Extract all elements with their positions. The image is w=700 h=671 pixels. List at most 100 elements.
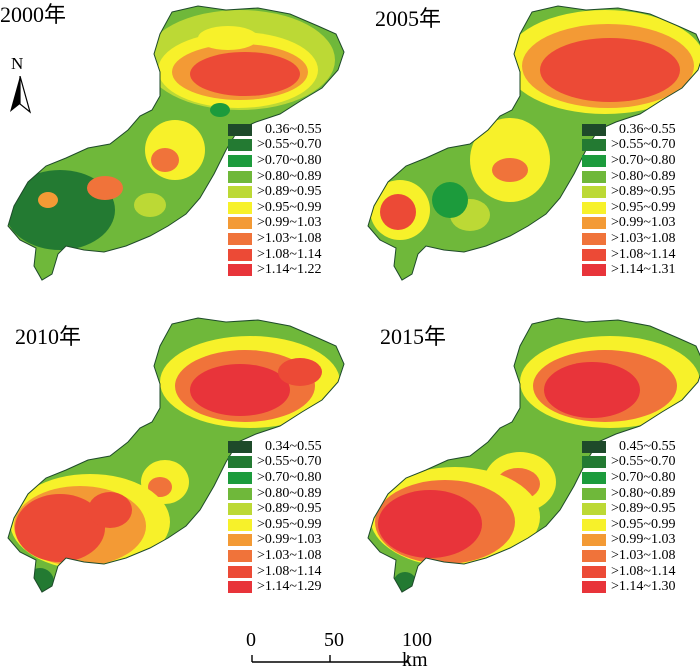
legend-swatch [228, 549, 252, 562]
legend-label: >0.80~0.89 [257, 485, 322, 501]
legend-item: >1.08~1.14 [228, 564, 322, 580]
legend-swatch [228, 123, 252, 136]
legend-swatch [582, 201, 606, 214]
legend-item: >0.80~0.89 [228, 486, 322, 502]
legend-label: >1.03~1.08 [611, 230, 676, 246]
scale-label-0: 0 [246, 629, 256, 651]
legend-swatch [228, 503, 252, 516]
legend-swatch [582, 440, 606, 453]
legend-item: >1.03~1.08 [228, 548, 322, 564]
panel-2005: 2005年 0.36~0.55 >0.55~0.70 >0.70~0.80 >0… [360, 0, 700, 320]
legend-item: >0.70~0.80 [582, 153, 676, 169]
legend-item: >1.14~1.30 [582, 579, 676, 595]
legend-label: >0.55~0.70 [257, 137, 322, 153]
legend-label: 0.45~0.55 [619, 438, 676, 454]
legend-swatch [228, 565, 252, 578]
legend-label: >0.89~0.95 [611, 184, 676, 200]
legend-label: >1.03~1.08 [257, 547, 322, 563]
legend-swatch [228, 139, 252, 152]
legend-label: >1.14~1.31 [611, 262, 676, 278]
legend-swatch [228, 487, 252, 500]
legend-swatch [582, 139, 606, 152]
legend-item: >0.70~0.80 [228, 470, 322, 486]
legend-label: >1.14~1.22 [257, 262, 322, 278]
year-title: 2010年 [15, 324, 82, 349]
legend-item: >0.80~0.89 [582, 169, 676, 185]
scale-label-50: 50 [324, 629, 344, 651]
legend-label: 0.36~0.55 [265, 121, 322, 137]
legend-label: >0.89~0.95 [611, 501, 676, 517]
legend-label: >0.55~0.70 [257, 454, 322, 470]
scale-bar-line [251, 655, 409, 663]
legend-swatch [228, 518, 252, 531]
legend-label: >0.70~0.80 [611, 152, 676, 168]
legend-item: >1.03~1.08 [582, 548, 676, 564]
legend-label: >0.55~0.70 [611, 454, 676, 470]
legend-label: >0.95~0.99 [611, 199, 676, 215]
legend-label: >0.99~1.03 [611, 215, 676, 231]
legend-swatch [582, 232, 606, 245]
legend-swatch [228, 170, 252, 183]
legend-swatch [582, 123, 606, 136]
legend-label: >1.14~1.30 [611, 579, 676, 595]
legend-item: >0.99~1.03 [228, 533, 322, 549]
legend-item: >1.14~1.22 [228, 262, 322, 278]
legend-label: >0.89~0.95 [257, 501, 322, 517]
panel-2010: 2010年 0.34~0.55 >0.55~0.70 >0.70~0.80 >0… [0, 312, 350, 632]
legend-label: >0.99~1.03 [257, 532, 322, 548]
north-label: N [11, 54, 24, 73]
legend: 0.36~0.55 >0.55~0.70 >0.70~0.80 >0.80~0.… [228, 122, 322, 278]
legend-swatch [582, 248, 606, 261]
legend-swatch [582, 186, 606, 199]
legend-label: >0.70~0.80 [257, 152, 322, 168]
legend-swatch [582, 549, 606, 562]
legend-swatch [228, 217, 252, 230]
legend-item: >0.95~0.99 [582, 200, 676, 216]
legend-label: >0.89~0.95 [257, 184, 322, 200]
legend-label: >1.08~1.14 [611, 246, 676, 262]
legend-label: >0.99~1.03 [611, 532, 676, 548]
legend-label: >1.14~1.29 [257, 579, 322, 595]
legend-item: >1.08~1.14 [582, 564, 676, 580]
legend-label: >1.08~1.14 [257, 246, 322, 262]
legend-item: >0.89~0.95 [228, 501, 322, 517]
legend-item: 0.36~0.55 [582, 122, 676, 138]
legend-swatch [582, 170, 606, 183]
legend-label: >0.80~0.89 [611, 168, 676, 184]
legend: 0.36~0.55 >0.55~0.70 >0.70~0.80 >0.80~0.… [582, 122, 676, 278]
legend-item: >0.89~0.95 [582, 501, 676, 517]
legend-swatch [582, 217, 606, 230]
legend-label: >1.03~1.08 [257, 230, 322, 246]
legend-item: >0.99~1.03 [228, 216, 322, 232]
north-arrow: N [8, 54, 32, 114]
legend-swatch [582, 518, 606, 531]
legend-label: 0.36~0.55 [619, 121, 676, 137]
legend-swatch [228, 186, 252, 199]
tfp-map-2005 [367, 5, 700, 281]
legend-swatch [228, 154, 252, 167]
legend-item: >0.99~1.03 [582, 216, 676, 232]
legend-swatch [228, 471, 252, 484]
year-title: 2005年 [375, 6, 442, 31]
legend-label: >0.80~0.89 [257, 168, 322, 184]
legend-item: >0.80~0.89 [582, 486, 676, 502]
legend-item: 0.45~0.55 [582, 439, 676, 455]
legend-label: >1.08~1.14 [257, 563, 322, 579]
legend-item: >0.89~0.95 [228, 184, 322, 200]
legend-swatch [228, 201, 252, 214]
tfp-map-2010 [7, 317, 345, 593]
tfp-map-2000 [7, 5, 345, 281]
legend-swatch [228, 248, 252, 261]
legend-label: >0.95~0.99 [611, 516, 676, 532]
legend-label: >1.08~1.14 [611, 563, 676, 579]
legend-label: >0.70~0.80 [257, 469, 322, 485]
legend-item: >0.80~0.89 [228, 169, 322, 185]
legend-swatch [582, 487, 606, 500]
legend-label: >0.95~0.99 [257, 516, 322, 532]
legend-item: >0.70~0.80 [582, 470, 676, 486]
legend-item: 0.34~0.55 [228, 439, 322, 455]
legend-item: >0.99~1.03 [582, 533, 676, 549]
legend-label: >0.80~0.89 [611, 485, 676, 501]
legend-item: 0.36~0.55 [228, 122, 322, 138]
legend-label: 0.34~0.55 [265, 438, 322, 454]
